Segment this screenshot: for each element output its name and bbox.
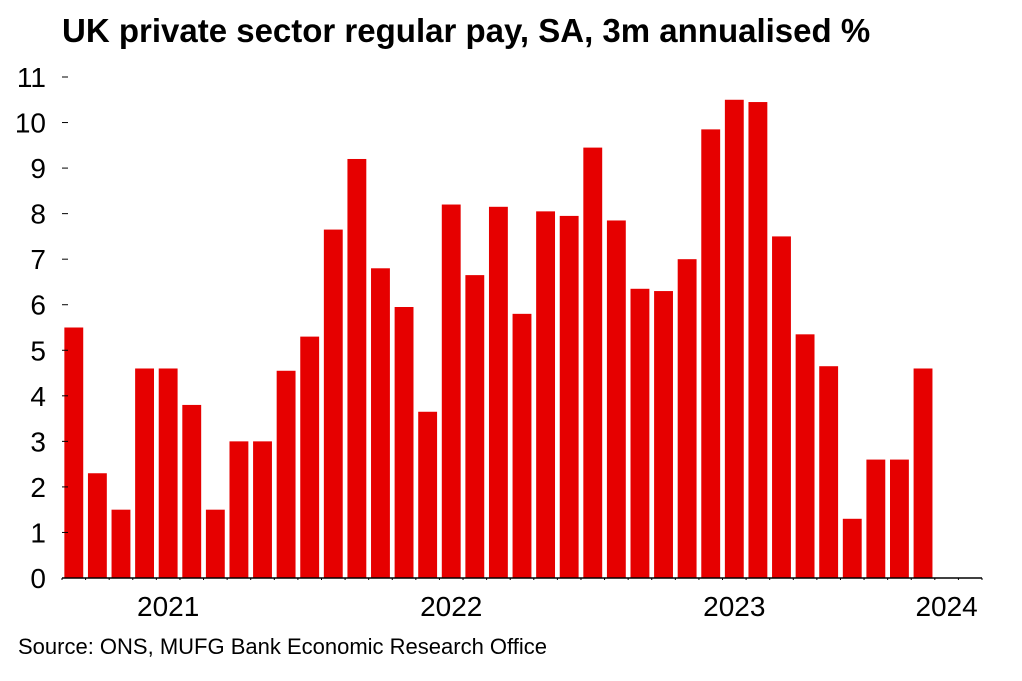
y-tick-label: 7 <box>30 244 46 275</box>
bar-2021-01 <box>158 368 178 578</box>
bar-2023-06 <box>842 518 862 578</box>
bar-2023-01 <box>724 99 744 579</box>
bar-2021-11 <box>394 307 414 578</box>
x-tick-label: 2022 <box>420 591 482 622</box>
y-tick-label: 1 <box>30 517 46 548</box>
bar-2022-02 <box>465 275 485 578</box>
bar-2023-05 <box>819 366 839 578</box>
bar-2022-05 <box>536 211 556 579</box>
bar-2022-03 <box>488 206 508 579</box>
x-tick-label: 2024 <box>915 591 977 622</box>
bar-2022-08 <box>606 220 626 578</box>
y-tick-label: 11 <box>17 62 46 93</box>
bar-2021-09 <box>347 158 367 579</box>
bar-2021-02 <box>182 404 202 578</box>
bar-2021-04 <box>229 441 249 578</box>
bar-2020-11 <box>111 509 131 578</box>
chart-title: UK private sector regular pay, SA, 3m an… <box>62 12 871 49</box>
bar-2021-12 <box>418 411 438 578</box>
y-tick-label: 4 <box>30 381 46 412</box>
bar-2022-04 <box>512 313 532 578</box>
bar-2022-10 <box>654 291 673 578</box>
bar-2020-09 <box>64 327 84 578</box>
y-tick-label: 3 <box>30 426 46 457</box>
y-tick-label: 6 <box>30 290 46 321</box>
y-tick-label: 9 <box>30 153 46 184</box>
bar-2021-06 <box>276 370 296 578</box>
bar-2022-01 <box>441 204 461 578</box>
bar-2023-04 <box>795 334 815 578</box>
bar-2021-08 <box>323 229 343 578</box>
y-tick-label: 8 <box>30 199 46 230</box>
y-tick-label: 5 <box>30 335 46 366</box>
x-tick-label: 2023 <box>703 591 765 622</box>
x-tick-label: 2021 <box>137 591 199 622</box>
y-tick-label: 0 <box>30 563 46 594</box>
bar-2022-11 <box>677 259 697 578</box>
bar-2021-10 <box>371 268 390 578</box>
bar-2023-02 <box>748 102 768 579</box>
bar-2022-07 <box>583 147 603 578</box>
y-axis: 0 1 2 3 4 5 6 7 8 9 10 11 <box>15 62 68 594</box>
bar-2022-09 <box>630 288 650 578</box>
bar-2022-06 <box>559 215 579 578</box>
y-tick-label: 10 <box>15 108 46 139</box>
bar-2022-12 <box>701 129 721 578</box>
bar-2020-12 <box>135 368 154 578</box>
bar-2020-10 <box>87 473 107 578</box>
bar-2023-07 <box>866 459 886 578</box>
bar-2023-03 <box>772 236 791 578</box>
bar-2023-08 <box>890 459 909 578</box>
y-tick-label: 2 <box>30 472 46 503</box>
bar-2021-05 <box>253 441 272 578</box>
bar-2021-07 <box>300 336 320 578</box>
bar-2021-03 <box>205 509 225 578</box>
bar-2023-09 <box>913 368 933 578</box>
bar-series <box>64 99 933 579</box>
source-note: Source: ONS, MUFG Bank Economic Research… <box>18 634 547 659</box>
x-axis: 2021 2022 2023 2024 <box>61 577 983 622</box>
